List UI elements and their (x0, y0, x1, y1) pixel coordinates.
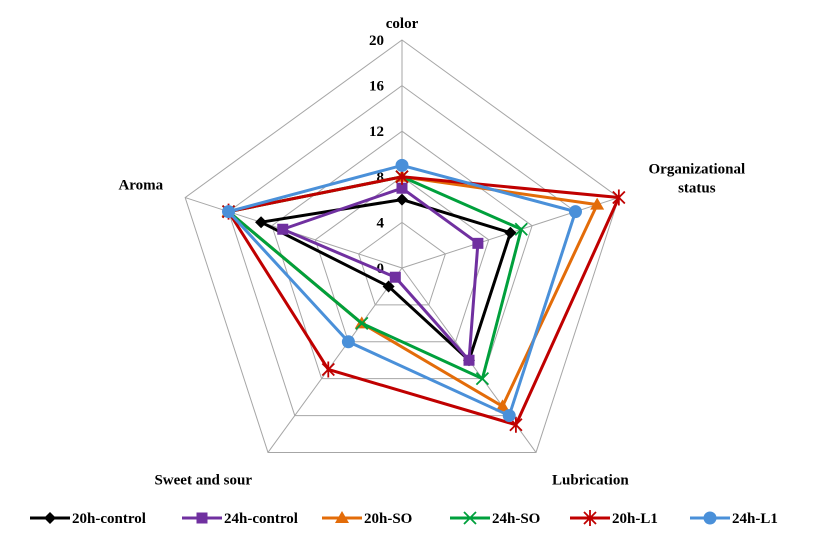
data-point (355, 316, 369, 330)
grid-ring (271, 130, 533, 380)
legend-label: 20h-L1 (612, 511, 658, 527)
grid-ring (184, 39, 620, 453)
legend-item: 20h-SO (322, 511, 412, 527)
data-point (396, 193, 408, 206)
data-point (255, 216, 268, 229)
legend-item: 20h-control (30, 511, 146, 527)
tick-label: 20 (369, 33, 384, 49)
series-line (281, 186, 480, 362)
data-point (277, 223, 289, 235)
series-20h-control (255, 193, 517, 367)
data-point (389, 271, 401, 283)
legend-item: 20h-L1 (570, 510, 658, 527)
data-point (341, 335, 355, 349)
legend-item: 24h-L1 (690, 511, 778, 527)
series-line (227, 175, 621, 427)
legend-label: 24h-L1 (732, 511, 778, 527)
legend-marker (463, 511, 477, 525)
legend-label: 20h-control (72, 511, 146, 527)
series-24h-control (277, 182, 484, 366)
radar-series (221, 158, 626, 433)
grid-ring (358, 221, 446, 306)
radar-tick-labels: 0 4 8 12 16 20 (369, 33, 385, 277)
axis-label: color (386, 16, 419, 32)
tick-label: 8 (377, 170, 385, 186)
legend-label: 24h-control (224, 511, 298, 527)
data-point (321, 361, 335, 378)
axis-label: Aroma (118, 178, 163, 194)
data-point (514, 222, 528, 236)
tick-label: 12 (369, 124, 384, 140)
legend-marker (335, 511, 349, 523)
data-point (382, 280, 395, 293)
data-point (590, 197, 605, 210)
tick-label: 16 (369, 79, 385, 95)
tick-label: 4 (377, 215, 385, 231)
data-point (568, 205, 582, 219)
legend: 20h-control 24h-control 20h-SO 24h-SO 20h-L1… (30, 510, 778, 527)
legend-item: 24h-control (182, 511, 298, 527)
axis-label: Sweet and sour (154, 472, 252, 488)
axis-label: Organizational status (649, 162, 746, 197)
legend-label: 24h-SO (492, 511, 540, 527)
data-point (472, 237, 484, 249)
data-point (395, 158, 409, 172)
series-line (259, 198, 512, 362)
radar-axis-labels: color Organizational status Lubrication Swee… (118, 16, 745, 488)
data-point (502, 409, 516, 423)
legend-label: 20h-SO (364, 511, 412, 527)
grid-spoke (267, 267, 403, 453)
legend-marker (44, 512, 56, 524)
legend-item: 24h-SO (450, 511, 540, 527)
data-point (475, 372, 490, 386)
data-point (612, 189, 626, 206)
series-24h-L1 (222, 158, 582, 423)
data-point (396, 182, 408, 194)
legend-marker (703, 511, 717, 525)
legend-marker (583, 510, 597, 526)
tick-label: 0 (377, 261, 385, 277)
data-point (463, 354, 475, 366)
data-point (504, 226, 517, 239)
series-line (227, 163, 577, 418)
axis-label: Lubrication (552, 472, 629, 488)
legend-marker (196, 512, 208, 524)
series-20h-L1 (221, 168, 626, 433)
data-point (495, 399, 510, 412)
data-point (222, 205, 236, 219)
